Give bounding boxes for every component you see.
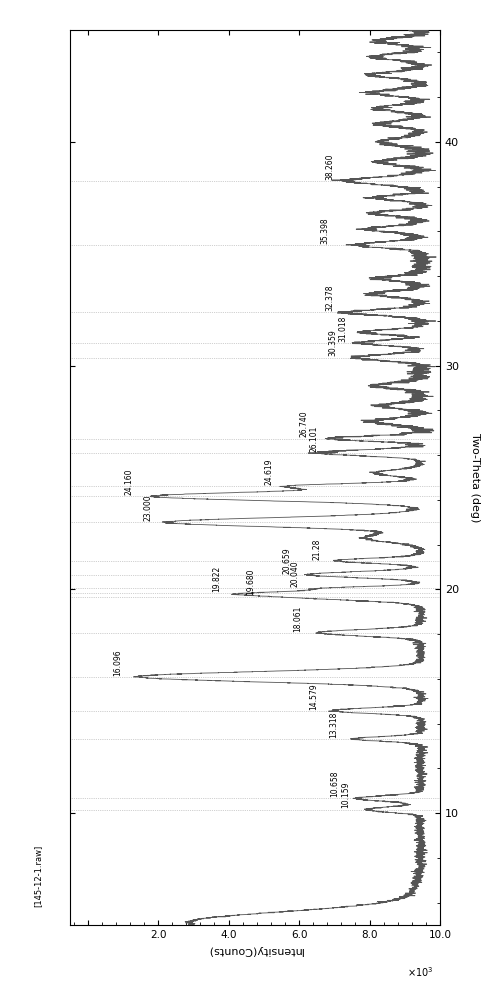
Text: 23.000: 23.000 — [144, 495, 152, 521]
Text: 10.159: 10.159 — [341, 782, 350, 808]
Text: 20.659: 20.659 — [282, 547, 292, 574]
Text: 38.260: 38.260 — [326, 153, 334, 180]
Text: 13.318: 13.318 — [330, 711, 338, 738]
Text: 30.359: 30.359 — [328, 330, 337, 356]
Text: 24.160: 24.160 — [124, 469, 134, 495]
Text: 32.378: 32.378 — [326, 285, 334, 311]
Text: 26.101: 26.101 — [310, 425, 318, 452]
Text: 26.740: 26.740 — [300, 411, 308, 437]
X-axis label: Intensity(Counts): Intensity(Counts) — [207, 945, 303, 955]
Y-axis label: Two-Theta (deg): Two-Theta (deg) — [470, 433, 480, 522]
Text: 19.680: 19.680 — [246, 569, 255, 595]
Text: 10.658: 10.658 — [330, 771, 340, 797]
Text: 18.061: 18.061 — [294, 605, 302, 632]
Text: 35.398: 35.398 — [320, 217, 330, 244]
Text: 20.040: 20.040 — [290, 561, 299, 587]
Text: 24.619: 24.619 — [264, 458, 274, 485]
Text: 21.28: 21.28 — [312, 538, 322, 560]
Text: $\times 10^3$: $\times 10^3$ — [406, 965, 433, 979]
Text: 14.579: 14.579 — [309, 683, 318, 710]
Text: [145-12-1.raw]: [145-12-1.raw] — [33, 845, 42, 907]
Text: 31.018: 31.018 — [338, 315, 347, 342]
Text: 19.822: 19.822 — [212, 566, 222, 592]
Text: 16.096: 16.096 — [114, 649, 122, 676]
